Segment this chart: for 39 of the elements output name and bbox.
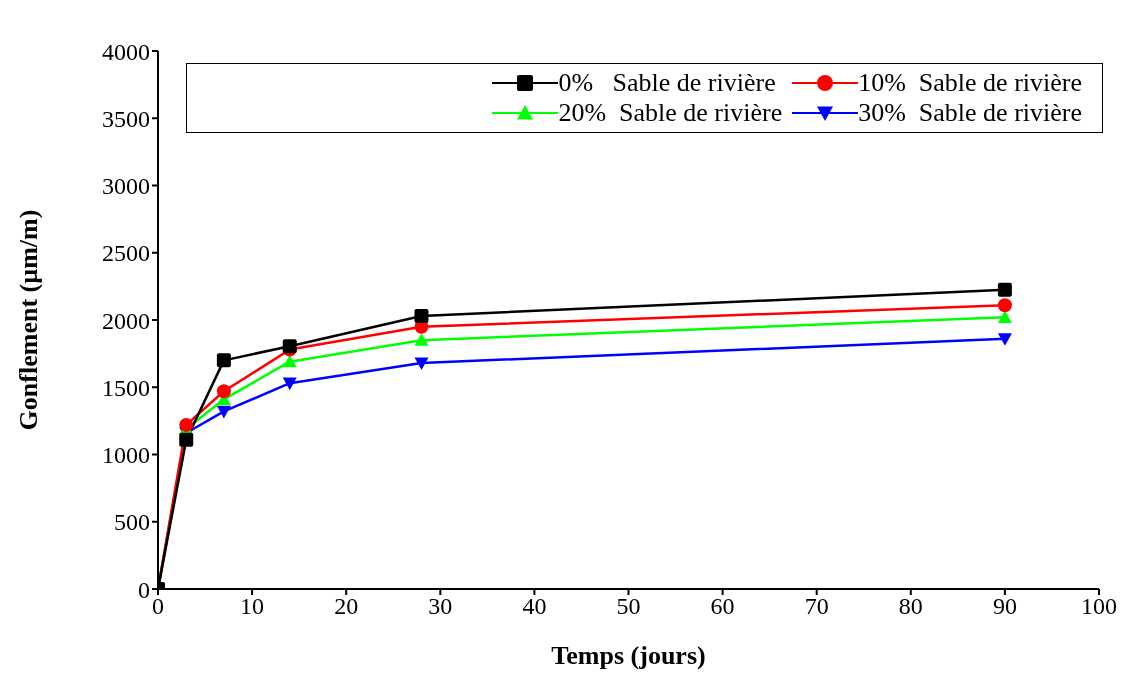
point: [997, 298, 1012, 313]
point: [997, 333, 1012, 346]
x-tick-label: 80: [898, 593, 923, 620]
legend-label: 20% Sable de rivière: [558, 98, 783, 128]
point: [179, 417, 194, 432]
point: [997, 282, 1012, 297]
point: [997, 310, 1012, 323]
x-tick-label: 20: [334, 593, 359, 620]
point: [216, 353, 231, 368]
x-tick-label: 70: [804, 593, 829, 620]
x-tick-label: 60: [710, 593, 735, 620]
point: [216, 384, 231, 399]
y-tick-label: 500: [114, 509, 150, 536]
x-tick-label: 10: [240, 593, 265, 620]
point: [414, 333, 429, 346]
y-tick-label: 3500: [102, 105, 150, 132]
legend-label: 30% Sable de rivière: [858, 98, 1082, 128]
y-tick-label: 0: [138, 576, 150, 603]
legend-label: 0% Sable de rivière: [558, 68, 776, 98]
point: [414, 308, 429, 323]
y-tick-label: 1000: [102, 442, 150, 469]
point: [179, 432, 194, 447]
x-tick-label: 50: [616, 593, 641, 620]
y-tick-label: 2000: [102, 307, 150, 334]
x-axis-title: Temps (jours): [551, 641, 706, 670]
y-axis-title: Gonflement (µm/m): [14, 209, 44, 431]
x-tick-label: 100: [1081, 593, 1117, 620]
point: [216, 405, 231, 419]
x-tick-label: 30: [428, 593, 453, 620]
point: [282, 377, 297, 391]
point: [282, 354, 297, 368]
y-tick-label: 1500: [102, 374, 150, 401]
point: [414, 357, 429, 371]
y-tick-label: 4000: [102, 38, 150, 65]
y-tick-label: 2500: [102, 240, 150, 267]
x-tick-label: 40: [522, 593, 547, 620]
y-tick-label: 3000: [102, 173, 150, 200]
legend-label: 10% Sable de rivière: [858, 68, 1082, 98]
x-tick-label: 90: [992, 593, 1017, 620]
